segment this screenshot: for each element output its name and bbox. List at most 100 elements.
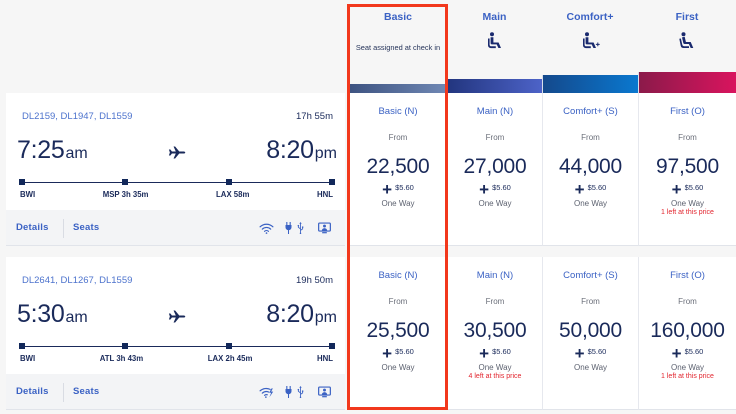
arrival-time: 8:20pm (266, 136, 337, 164)
fare-trip-type: One Way (573, 363, 608, 372)
fare-color-bar (638, 72, 736, 93)
stop-marker (225, 179, 232, 185)
flight-summary-card: DL2641, DL1267, DL1559 19h 50m 5:30am 8:… (6, 257, 345, 410)
departure-time: 7:25am (17, 136, 88, 164)
fare-trip-type: One Way (381, 363, 415, 372)
fare-cell-first[interactable]: First (O) From 97,500 + $5.60 One Way 1 l… (638, 93, 736, 246)
fare-from-label: From (388, 297, 408, 306)
fare-class-label: First (O) (670, 106, 705, 117)
fare-header-note: Seat assigned at check in (355, 43, 441, 52)
details-link[interactable]: Details (16, 222, 49, 233)
divider (63, 219, 64, 238)
fare-header-title: Main (482, 11, 507, 23)
details-link[interactable]: Details (16, 386, 49, 397)
fare-header-main: Main (447, 0, 542, 93)
fare-trip-type: One Way (573, 199, 608, 208)
stop-label: ATL 3h 43m (99, 354, 144, 363)
fare-class-label: Comfort+ (S) (563, 106, 618, 117)
seats-left-alert: 1 left at this price (661, 373, 714, 380)
fare-from-label: From (678, 133, 697, 142)
wifi-fast-icon (258, 385, 274, 399)
fare-fee: + $5.60 (382, 343, 414, 363)
fare-trip-type: One Way (478, 199, 512, 208)
fare-header-basic: Basic Seat assigned at check in (349, 0, 447, 93)
fare-class-label: Basic (N) (378, 106, 418, 117)
fare-miles: 97,500 (655, 155, 720, 178)
fare-from-label: From (581, 297, 600, 306)
fare-from-label: From (485, 133, 505, 142)
fare-fee: + $5.60 (382, 179, 414, 199)
stop-marker (19, 179, 25, 185)
fare-trip-type: One Way (381, 199, 415, 208)
fare-header-title: Comfort+ (566, 11, 614, 23)
fare-cell-basic[interactable]: Basic (N) From 22,500 + $5.60 One Way (349, 93, 447, 246)
airplane-icon (168, 310, 186, 323)
fare-from-label: From (678, 297, 697, 306)
fare-cell-main[interactable]: Main (N) From 30,500 + $5.60 One Way 4 le… (447, 257, 542, 410)
departure-time: 5:30am (17, 300, 88, 328)
flight-numbers: DL2641, DL1267, DL1559 (22, 275, 133, 286)
stop-label: LAX 2h 45m (207, 354, 253, 363)
fare-class-label: Main (N) (476, 270, 514, 281)
flight-summary-card: DL2159, DL1947, DL1559 17h 55m 7:25am 8:… (6, 93, 345, 246)
trip-duration: 17h 55m (296, 111, 333, 122)
airplane-icon (168, 146, 186, 159)
fare-miles: 50,000 (558, 319, 623, 342)
fare-cell-main[interactable]: Main (N) From 27,000 + $5.60 One Way (447, 93, 542, 246)
power-outlet-icon (284, 385, 292, 399)
stop-label: HNL (316, 190, 333, 199)
fare-miles: 25,500 (366, 319, 430, 342)
card-footer: Details Seats (6, 210, 345, 245)
seats-left-alert: 1 left at this price (661, 209, 714, 216)
seats-left-alert: 4 left at this price (468, 373, 522, 380)
flight-row: DL2159, DL1947, DL1559 17h 55m 7:25am 8:… (0, 93, 736, 246)
fare-fee: + $5.60 (574, 343, 607, 363)
fare-from-label: From (485, 297, 505, 306)
fare-from-label: From (388, 133, 408, 142)
stop-label: HNL (316, 354, 333, 363)
fare-color-bar (447, 79, 542, 93)
flight-numbers: DL2159, DL1947, DL1559 (22, 111, 133, 122)
arrival-time: 8:20pm (266, 300, 337, 328)
fare-class-label: Main (N) (476, 106, 514, 117)
stop-marker (328, 343, 335, 349)
seat-plus-icon (581, 32, 601, 50)
fare-cell-basic[interactable]: Basic (N) From 25,500 + $5.60 One Way (349, 257, 447, 410)
fare-fee: + $5.60 (479, 179, 511, 199)
fare-color-bar (349, 84, 447, 93)
stop-label: MSP 3h 35m (102, 190, 149, 199)
fare-header-title: Basic (383, 11, 413, 23)
stop-marker (19, 343, 25, 349)
seats-link[interactable]: Seats (73, 386, 100, 397)
stop-marker (225, 343, 232, 349)
amenities (258, 384, 331, 400)
fare-header-first: First (638, 0, 736, 93)
fare-cell-first[interactable]: First (O) From 160,000 + $5.60 One Way 1 … (638, 257, 736, 410)
wifi-icon (258, 221, 274, 235)
stop-label: LAX 58m (216, 190, 250, 199)
seats-link[interactable]: Seats (73, 222, 100, 233)
card-footer: Details Seats (6, 374, 345, 409)
trip-duration: 19h 50m (296, 275, 333, 286)
divider (63, 383, 64, 402)
fare-header-comfort-plus: Comfort+ (542, 0, 638, 93)
fare-from-label: From (581, 133, 600, 142)
fare-cell-comfort-plus[interactable]: Comfort+ (S) From 44,000 + $5.60 One Way (542, 93, 638, 246)
fare-miles: 160,000 (650, 319, 725, 342)
fare-fee: + $5.60 (671, 179, 704, 199)
personal-screen-icon (317, 385, 331, 399)
seat-icon (486, 32, 506, 50)
usb-icon (296, 385, 304, 399)
personal-screen-icon (317, 221, 331, 235)
stop-marker (328, 179, 335, 185)
fare-miles: 27,000 (463, 155, 527, 178)
route-line (22, 181, 332, 183)
fare-header-title: First (675, 11, 699, 23)
fare-cell-comfort-plus[interactable]: Comfort+ (S) From 50,000 + $5.60 One Way (542, 257, 638, 410)
usb-icon (296, 221, 304, 235)
stop-labels: BWI MSP 3h 35m LAX 58m HNL (20, 190, 333, 200)
power-outlet-icon (284, 221, 292, 235)
fare-miles: 22,500 (366, 155, 430, 178)
fare-trip-type: One Way (670, 363, 705, 372)
